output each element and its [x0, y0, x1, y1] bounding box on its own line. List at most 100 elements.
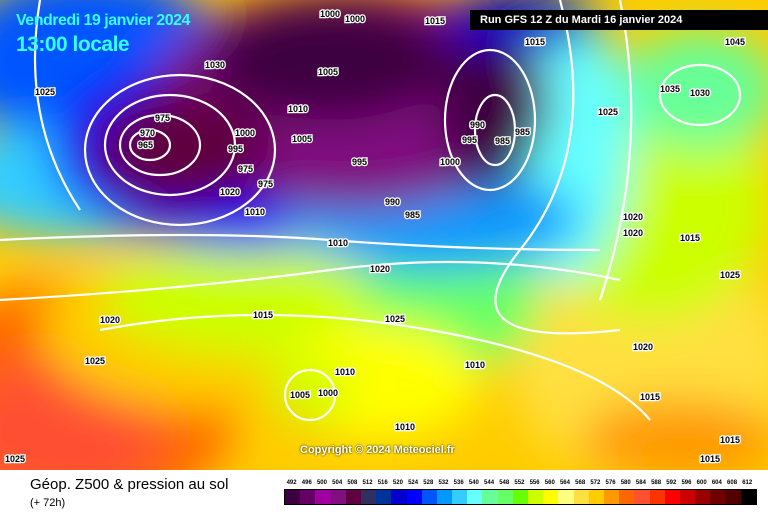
legend-swatch: [345, 490, 361, 504]
legend-tick: 596: [681, 480, 692, 486]
isobar-label: 1000: [235, 128, 255, 138]
isobar-label: 1025: [35, 87, 55, 97]
isobar-label: 975: [155, 113, 170, 123]
legend-tick: 532: [438, 480, 449, 486]
legend-swatch: [603, 490, 620, 504]
isobar-label: 1025: [5, 454, 25, 464]
legend-tick: 612: [742, 480, 753, 486]
isobar-label: 995: [352, 157, 367, 167]
legend-swatch: [421, 490, 437, 504]
legend-swatch: [300, 490, 316, 504]
isobar-label: 1015: [253, 310, 273, 320]
legend-swatch: [391, 490, 407, 504]
legend-swatch: [315, 490, 331, 504]
legend-swatch: [360, 490, 377, 504]
legend-swatch: [406, 490, 422, 504]
legend-tick: 536: [453, 480, 464, 486]
legend-swatch: [497, 490, 513, 504]
isobar-label: 1015: [680, 233, 700, 243]
isobar-label: 1045: [725, 37, 745, 47]
isobar-label: 1010: [465, 360, 485, 370]
legend-swatch: [452, 490, 468, 504]
legend-swatch: [740, 490, 756, 504]
isobar-label: 1025: [598, 107, 618, 117]
legend-tick: 516: [377, 480, 388, 486]
isobar-label: 970: [140, 128, 155, 138]
legend-swatch: [725, 490, 741, 504]
isobar-label: 1020: [100, 315, 120, 325]
legend-tick: 548: [499, 480, 510, 486]
legend-tick: 572: [590, 480, 601, 486]
legend-tick: 576: [605, 480, 616, 486]
legend-tick: 492: [286, 480, 297, 486]
isobar-label: 1015: [640, 392, 660, 402]
isobar-label: 1000: [440, 157, 460, 167]
isobar-label: 1005: [318, 67, 338, 77]
isobar-label: 1020: [623, 228, 643, 238]
isobar-label: 1010: [288, 104, 308, 114]
legend-tick: 496: [301, 480, 312, 486]
legend-swatch: [467, 490, 483, 504]
isobar-label: 990: [385, 197, 400, 207]
legend-swatch: [679, 490, 696, 504]
isobar-label: 990: [470, 120, 485, 130]
isobar-label: 1015: [525, 37, 545, 47]
legend-tick: 588: [651, 480, 662, 486]
legend-tick: 568: [575, 480, 586, 486]
isobar-label: 1005: [290, 390, 310, 400]
legend-tick: 584: [635, 480, 646, 486]
isobar-label: 1005: [292, 134, 312, 144]
legend-tick: 592: [666, 480, 677, 486]
legend-tick: 508: [347, 480, 358, 486]
legend-swatch: [528, 490, 544, 504]
legend-swatch: [543, 490, 559, 504]
legend-swatch: [558, 490, 574, 504]
footer: Géop. Z500 & pression au sol (+ 72h) 492…: [0, 470, 768, 512]
isobar-label: 1010: [245, 207, 265, 217]
isobar-label: 1015: [700, 454, 720, 464]
legend-tick: 528: [423, 480, 434, 486]
isobars: [0, 0, 742, 422]
legend-tick: 580: [620, 480, 631, 486]
legend-swatch: [634, 490, 650, 504]
isobar-label: 1025: [385, 314, 405, 324]
legend-tick: 560: [544, 480, 555, 486]
isobar-label: 1000: [345, 14, 365, 24]
isobar-label: 1015: [720, 435, 740, 445]
isobar-label: 965: [138, 140, 153, 150]
isobar-label: 1010: [328, 238, 348, 248]
legend-swatch: [285, 490, 301, 504]
isobar-label: 1010: [335, 367, 355, 377]
forecast-date: Vendredi 19 janvier 2024: [16, 12, 190, 29]
legend-swatch: [664, 490, 680, 504]
isobar-label: 985: [515, 127, 530, 137]
isobar-label: 1035: [660, 84, 680, 94]
legend-swatch: [376, 490, 392, 504]
legend-tick: 512: [362, 480, 373, 486]
isobar-label: 1025: [85, 356, 105, 366]
legend-tick: 600: [696, 480, 707, 486]
legend-swatch: [436, 490, 453, 504]
isobar-label: 995: [228, 144, 243, 154]
isobar-label: 1010: [395, 422, 415, 432]
isobar-label: 1020: [633, 342, 653, 352]
legend-swatch: [619, 490, 635, 504]
forecast-time: 13:00 locale: [16, 33, 130, 56]
isobar-label: 1015: [425, 16, 445, 26]
isobar-label: 1025: [720, 270, 740, 280]
isobar-label: 985: [405, 210, 420, 220]
isobar-label: 975: [238, 164, 253, 174]
legend-swatch: [588, 490, 604, 504]
isobar-label: 985: [495, 136, 510, 146]
legend-swatch: [573, 490, 589, 504]
color-legend: 492 496 500 504 508 512 516 520 524 528 532 536 540 5…: [284, 480, 757, 505]
isobar-label: 995: [462, 135, 477, 145]
isobar-label: 1030: [205, 60, 225, 70]
isobar-label: 1000: [320, 9, 340, 19]
isobar-label: 1030: [690, 88, 710, 98]
isobar-label: 1020: [220, 187, 240, 197]
isobar-label: 1020: [623, 212, 643, 222]
legend-swatch: [330, 490, 346, 504]
